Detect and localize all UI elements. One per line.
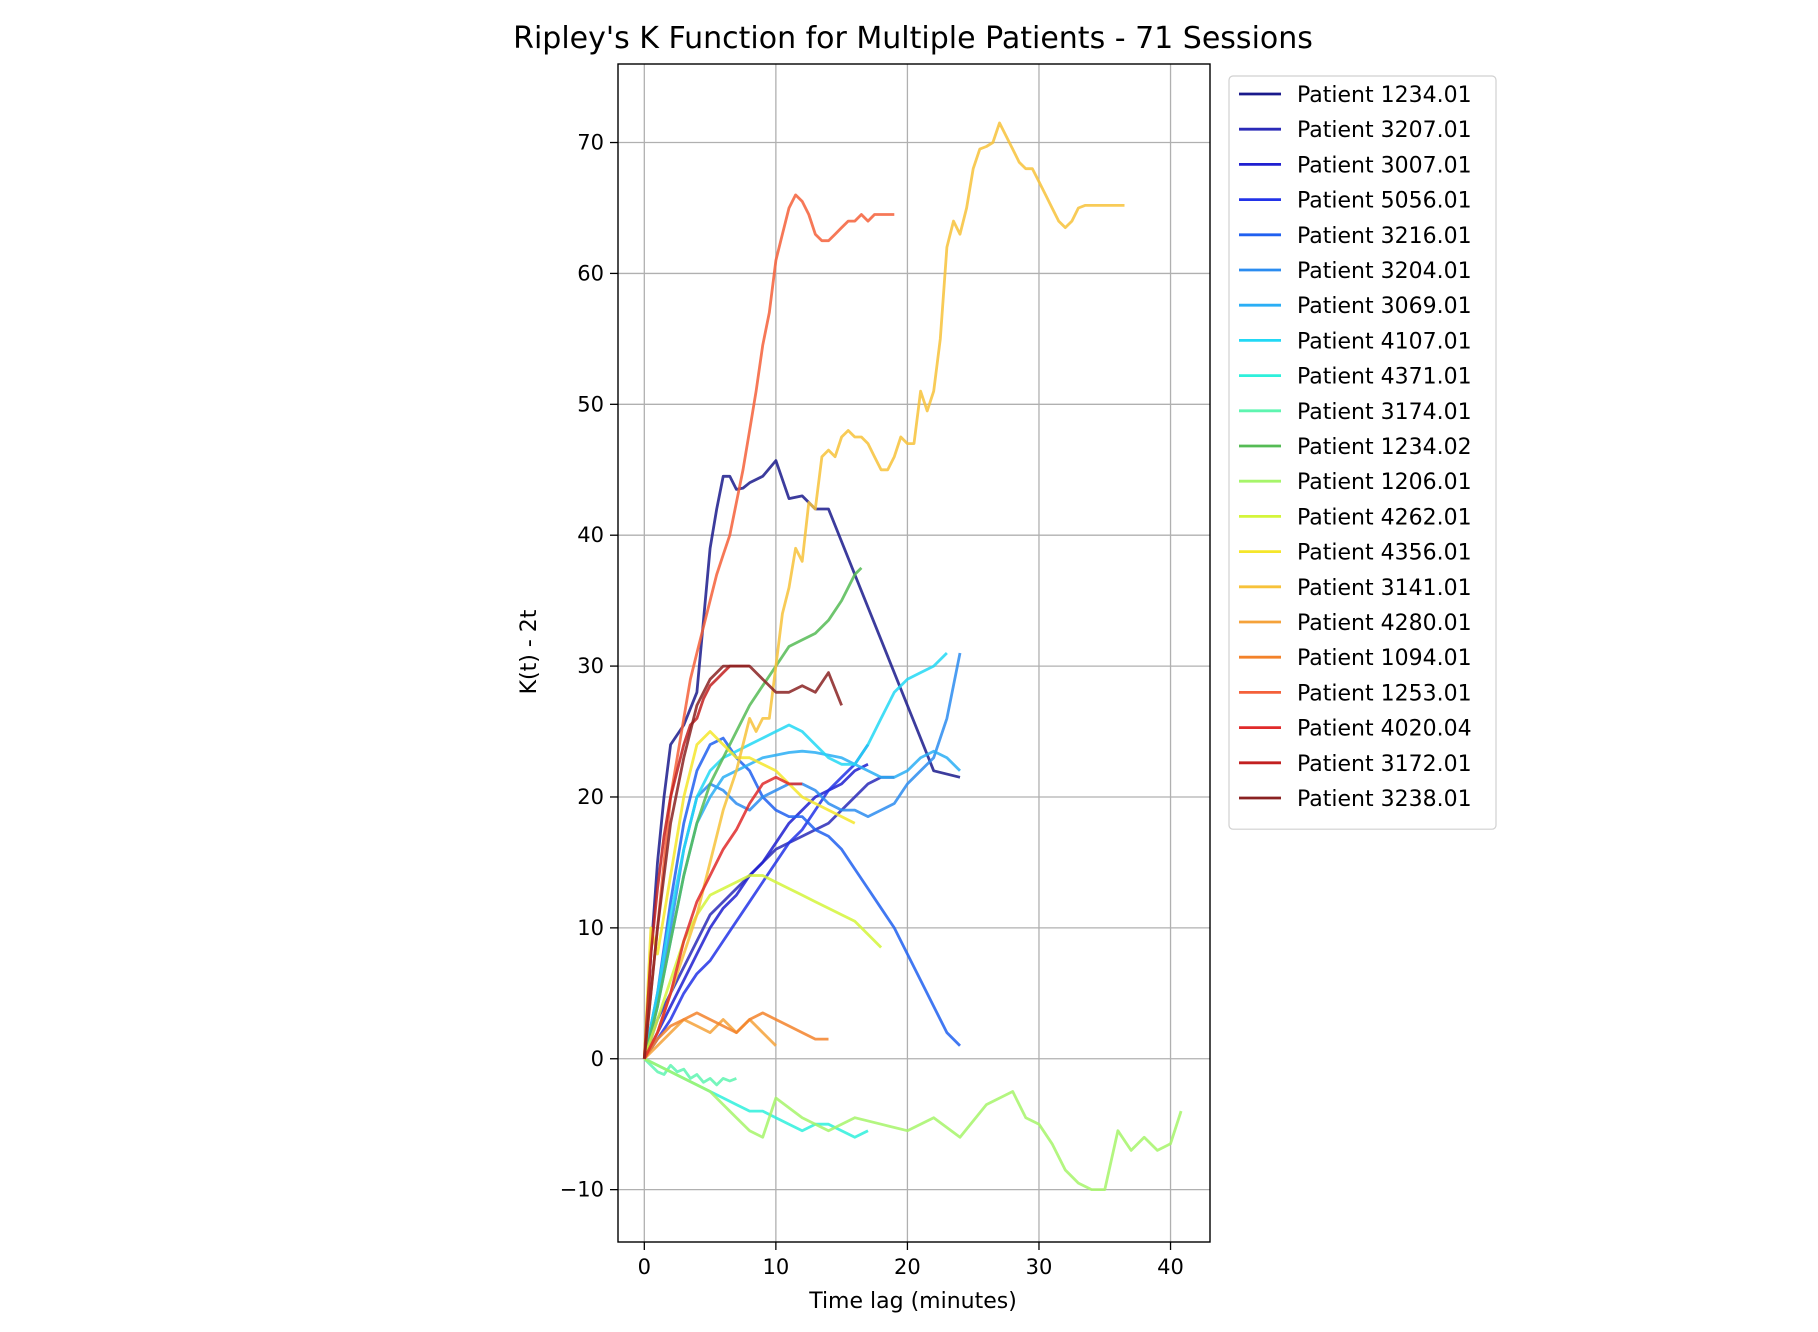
series-line [642, 652, 962, 1060]
series-line [642, 193, 895, 1059]
y-tick-label: 70 [577, 131, 604, 155]
legend-label: Patient 4356.01 [1297, 541, 1472, 566]
chart-title: Ripley's K Function for Multiple Patient… [513, 21, 1313, 56]
legend-label: Patient 3007.01 [1297, 153, 1472, 178]
legend-label: Patient 4262.01 [1297, 505, 1472, 530]
y-tick-label: 60 [577, 261, 604, 285]
legend-label: Patient 3069.01 [1297, 294, 1472, 319]
legend-label: Patient 3141.01 [1297, 576, 1472, 601]
x-tick-label: 20 [894, 1255, 921, 1279]
series-line [643, 743, 870, 1060]
y-tick-label: 40 [577, 523, 604, 547]
legend-label: Patient 3207.01 [1297, 118, 1472, 143]
series-line [643, 775, 803, 1060]
legend-label: Patient 4107.01 [1297, 329, 1472, 354]
legend-label: Patient 4020.04 [1297, 717, 1472, 742]
y-tick-label: 30 [577, 654, 604, 678]
legend-label: Patient 4280.01 [1297, 611, 1472, 636]
y-axis-label: K(t) - 2t [517, 609, 542, 694]
legend-label: Patient 5056.01 [1297, 189, 1472, 214]
y-tick-label: 0 [591, 1047, 604, 1071]
x-tick-label: 0 [638, 1255, 651, 1279]
legend-label: Patient 3172.01 [1297, 752, 1472, 777]
y-tick-label: 20 [577, 785, 604, 809]
series-line [643, 1011, 829, 1060]
series-line [643, 121, 1125, 1060]
legend-label: Patient 3238.01 [1297, 787, 1472, 812]
x-ticks: 0 10 20 30 40 [638, 1242, 1184, 1279]
legend-label: Patient 3174.01 [1297, 400, 1472, 425]
grid-lines [618, 64, 1210, 1242]
series-line [642, 566, 863, 1060]
legend-label: Patient 3216.01 [1297, 224, 1472, 249]
legend-box [1228, 75, 1497, 830]
legend-label: Patient 3204.01 [1297, 259, 1472, 284]
legend-label: Patient 4371.01 [1297, 365, 1472, 390]
series-line [642, 664, 843, 1059]
legend-label: Patient 1234.02 [1297, 435, 1472, 460]
legend-label: Patient 1253.01 [1297, 681, 1472, 706]
series-line [643, 1018, 777, 1060]
series-line [642, 775, 895, 1060]
y-tick-label: 50 [577, 392, 604, 416]
series-line [642, 730, 856, 1059]
plot-frame [617, 63, 1211, 1243]
plot-area-clip-group [642, 121, 1183, 1191]
legend-label: Patient 1206.01 [1297, 470, 1472, 495]
series-line [643, 1057, 737, 1087]
x-tick-label: 40 [1157, 1255, 1184, 1279]
series-line [642, 736, 961, 1060]
series-line [642, 652, 948, 1060]
x-tick-label: 10 [762, 1255, 789, 1279]
x-axis-label: Time lag (minutes) [808, 1289, 1017, 1314]
y-tick-label: −10 [560, 1178, 604, 1202]
y-ticks: −10 0 10 20 30 40 50 60 70 [560, 131, 618, 1202]
y-tick-label: 10 [577, 916, 604, 940]
x-tick-label: 30 [1026, 1255, 1053, 1279]
legend-label: Patient 1094.01 [1297, 646, 1472, 671]
series-line [643, 1057, 1183, 1191]
legend: Patient 1234.01 Patient 3207.01 Patient 30… [1228, 75, 1497, 830]
legend-label: Patient 1234.01 [1297, 83, 1472, 108]
